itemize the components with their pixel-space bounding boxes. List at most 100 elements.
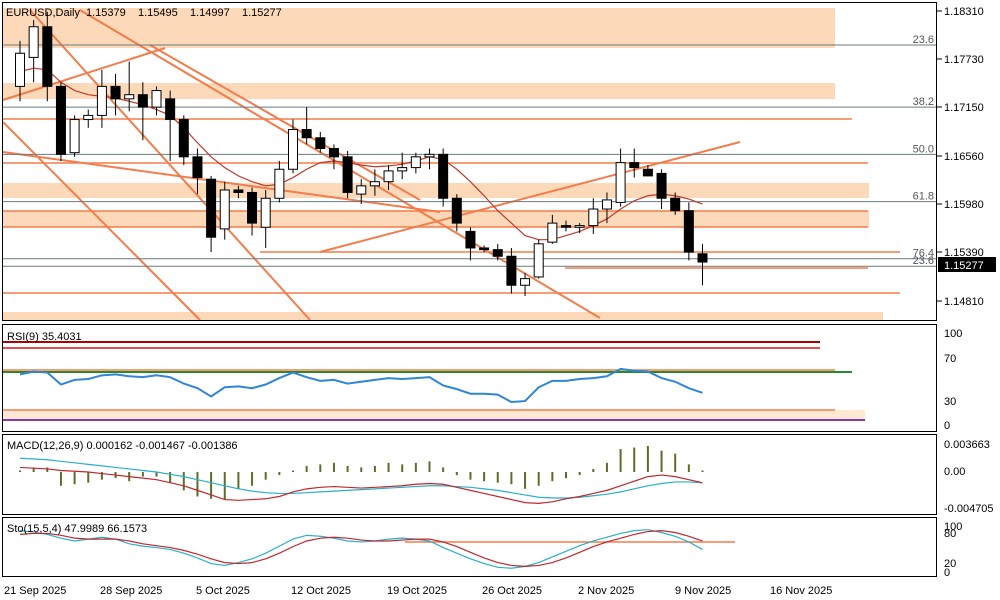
ohlc-open: 1.15379	[86, 7, 126, 19]
candle	[55, 82, 66, 161]
bull-candle-body	[533, 243, 544, 278]
trendline	[319, 141, 741, 253]
candle	[328, 144, 339, 170]
date-label: 21 Sep 2025	[4, 585, 66, 597]
support-resistance-zones	[3, 8, 883, 321]
bull-candle-body	[410, 156, 421, 169]
bull-candle-body	[151, 90, 162, 108]
candle	[410, 152, 421, 174]
bear-candle-body	[479, 247, 490, 251]
trendline	[2, 47, 166, 101]
bear-candle-body	[683, 210, 694, 253]
tick-label: 1.15390	[937, 247, 984, 259]
candle	[670, 192, 681, 215]
bear-candle-body	[178, 119, 189, 158]
candle	[110, 73, 121, 116]
macd-axis-label: 0.00	[944, 466, 965, 478]
price-tick-label: 1.17730	[944, 54, 984, 66]
sto-axis-label: 80	[944, 528, 956, 540]
bull-candle-body	[601, 199, 612, 210]
rsi-line	[19, 367, 703, 404]
sto-pane-border	[2, 517, 937, 577]
candle	[356, 179, 367, 205]
candle	[506, 247, 517, 294]
rsi-axis: 100 70 30 0	[944, 328, 962, 432]
bear-candle-body	[465, 230, 476, 249]
bear-candle-body	[561, 225, 571, 228]
bull-candle-body	[274, 168, 285, 199]
bear-candle-body	[192, 156, 203, 179]
macd-main-line	[19, 466, 703, 504]
date-label: 16 Nov 2025	[770, 585, 832, 597]
bear-candle-body	[328, 148, 339, 158]
date-label: 12 Oct 2025	[291, 585, 351, 597]
candle	[233, 185, 244, 199]
tick-label: 1.18310	[937, 6, 984, 18]
candle	[301, 107, 312, 145]
stochastic-indicator	[19, 529, 703, 569]
date-label: 26 Oct 2025	[482, 585, 542, 597]
sto-label: Sto(15,5,4) 47.9989 66.1573	[7, 523, 147, 535]
candle	[451, 194, 462, 232]
candle	[247, 187, 258, 236]
bear-candle-body	[55, 85, 66, 155]
candle	[315, 131, 326, 153]
bear-candle-body	[301, 128, 312, 139]
ohlc-low: 1.14997	[190, 7, 230, 19]
bear-candle-body	[492, 249, 503, 257]
candle	[383, 165, 394, 190]
rsi-pane-border	[2, 324, 937, 432]
bear-candle-body	[670, 197, 681, 212]
candles	[15, 11, 708, 297]
bear-candle-body	[247, 191, 258, 224]
candle	[574, 223, 585, 234]
fib-level-label: 61.8	[913, 191, 934, 203]
candle	[438, 148, 449, 207]
bull-candle-body	[397, 167, 408, 172]
candle	[601, 192, 612, 224]
trendline	[2, 121, 201, 321]
candle	[520, 272, 531, 297]
price-tick-label: 1.15980	[944, 199, 984, 211]
fibonacci-levels: 23.638.250.061.876.423.6	[3, 34, 936, 267]
candle	[397, 152, 408, 180]
sto-signal-line	[19, 530, 703, 567]
candle	[288, 119, 298, 174]
date-label: 19 Oct 2025	[387, 585, 447, 597]
price-tick-label: 1.18310	[944, 6, 984, 18]
bull-candle-body	[288, 128, 298, 170]
candle	[260, 189, 271, 248]
macd-axis: 0.003663 0.00 -0.004705	[944, 439, 994, 515]
trendline	[29, 9, 311, 321]
bear-candle-body	[233, 189, 244, 193]
resistance-zone	[3, 183, 869, 198]
bear-candle-body	[342, 156, 353, 193]
macd-signal-line	[19, 457, 703, 499]
bear-candle-body	[438, 153, 449, 199]
candle	[206, 175, 217, 253]
candle	[274, 160, 285, 203]
bull-candle-body	[83, 114, 94, 121]
rsi-axis-label: 70	[944, 353, 956, 365]
sto-axis-label: 20	[944, 558, 956, 570]
candle	[465, 227, 476, 261]
candle	[219, 181, 230, 240]
rsi-label: RSI(9) 35.4031	[7, 331, 82, 343]
tick-label: 1.15980	[937, 199, 984, 211]
tick-label: 1.17150	[937, 102, 984, 114]
macd-axis-label: 0.003663	[944, 439, 990, 451]
bull-candle-body	[547, 222, 558, 243]
rsi-axis-label: 100	[944, 328, 962, 340]
candle	[492, 243, 503, 261]
price-tick-label: 1.15390	[944, 247, 984, 259]
candle	[137, 82, 148, 141]
candle	[192, 148, 203, 195]
ohlc-close: 1.15277	[242, 7, 282, 19]
bull-candle-body	[520, 278, 531, 286]
macd-indicator	[19, 446, 704, 504]
bear-candle-body	[697, 253, 708, 263]
candle	[561, 220, 571, 232]
bear-candle-body	[165, 98, 176, 121]
last-price-label: 1.15277	[944, 260, 984, 272]
candle	[424, 148, 435, 170]
